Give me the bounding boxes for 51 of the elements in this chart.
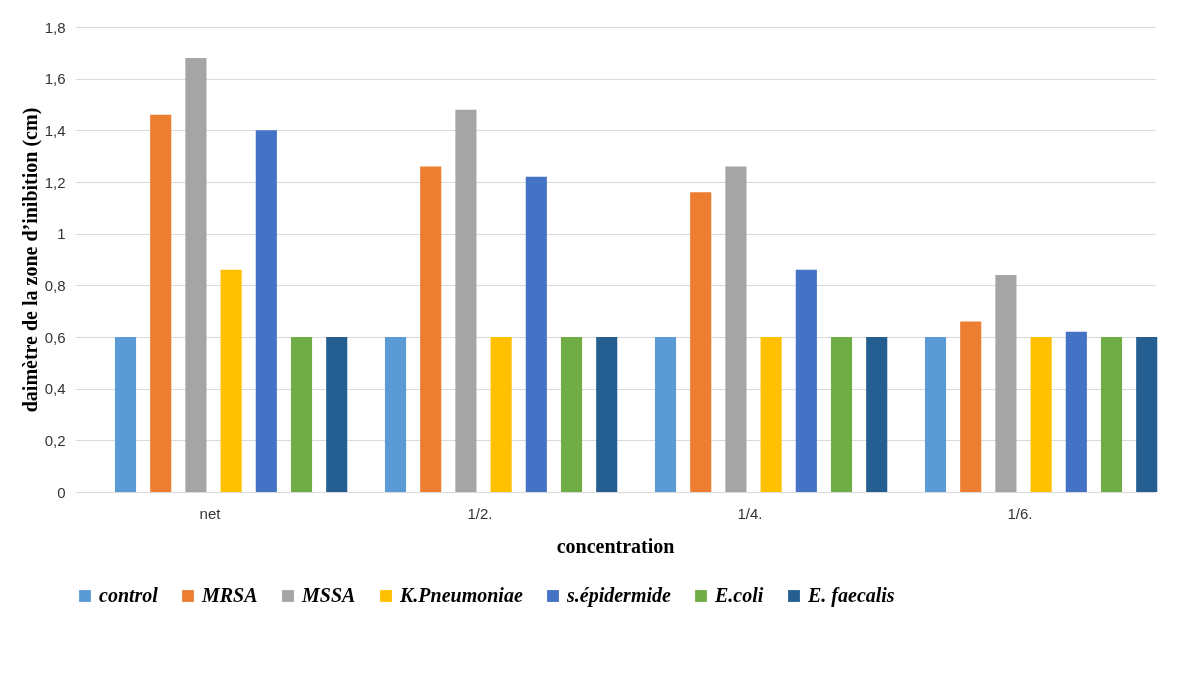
bar [960, 321, 982, 492]
bar [1030, 337, 1052, 492]
bar [490, 337, 512, 492]
bar [690, 192, 712, 492]
y-tick-label: 0,6 [44, 328, 66, 346]
bar [185, 58, 207, 492]
y-tick-label: 1,2 [44, 173, 66, 191]
x-axis-title: concentration [556, 534, 675, 557]
y-axis-title: daimètre de la zone d’inibition (cm) [18, 107, 42, 413]
y-tick-label: 0 [57, 483, 66, 501]
bar [326, 337, 348, 492]
bar [866, 337, 888, 492]
bar [560, 337, 583, 492]
y-tick-label: 0,2 [44, 431, 66, 449]
bar [220, 269, 242, 492]
bar [995, 275, 1017, 492]
bar [1100, 337, 1123, 492]
bar [1136, 337, 1158, 492]
y-tick-label: 1 [57, 225, 66, 243]
bar [255, 130, 277, 492]
bar [384, 337, 407, 492]
x-tick-label: 1/6. [1007, 504, 1033, 522]
legend-label: E. faecalis [807, 584, 895, 607]
bar [654, 337, 677, 492]
x-tick-label: 1/2. [467, 504, 493, 522]
y-tick-label: 1,8 [44, 18, 66, 36]
bar [525, 176, 547, 492]
y-tick-label: 0,4 [44, 380, 66, 398]
bar [924, 337, 947, 492]
bar [455, 109, 477, 492]
bar [596, 337, 618, 492]
legend-label: MRSA [201, 584, 258, 606]
y-tick-label: 0,8 [44, 276, 66, 294]
x-tick-label: 1/4. [737, 504, 763, 522]
bar [114, 337, 137, 492]
legend-label: s.épidermide [566, 584, 671, 607]
bar [760, 337, 782, 492]
bar [1065, 331, 1087, 492]
bar [420, 166, 442, 492]
bar [290, 337, 313, 492]
legend-label: K.Pneumoniae [399, 584, 523, 606]
legend-label: E.coli [714, 584, 764, 606]
x-tick-label: net [199, 504, 222, 522]
bar [150, 114, 172, 492]
legend-label: MSSA [301, 584, 356, 606]
bar [830, 337, 853, 492]
bar [795, 269, 817, 492]
legend-label: control [99, 584, 159, 606]
y-tick-label: 1,6 [44, 70, 66, 88]
bar [725, 166, 747, 492]
y-tick-label: 1,4 [44, 121, 66, 139]
